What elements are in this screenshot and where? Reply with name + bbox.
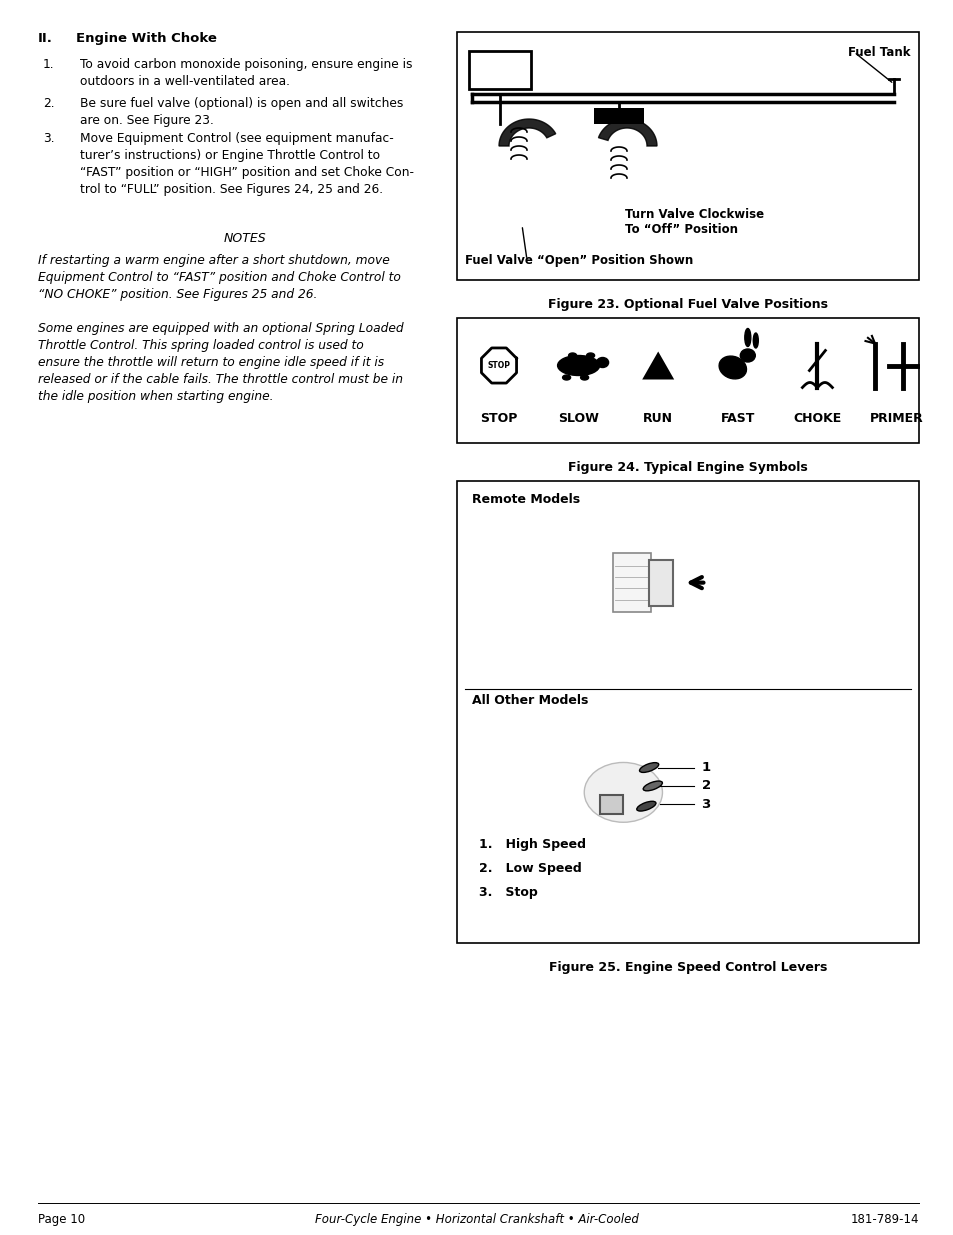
- Text: 1.   High Speed: 1. High Speed: [478, 839, 585, 851]
- Text: Page 10: Page 10: [38, 1213, 85, 1226]
- Text: If restarting a warm engine after a short shutdown, move
Equipment Control to “F: If restarting a warm engine after a shor…: [38, 254, 400, 301]
- Text: Move Equipment Control (see equipment manufac-
turer’s instructions) or Engine T: Move Equipment Control (see equipment ma…: [80, 132, 414, 196]
- Text: CHOKE: CHOKE: [793, 412, 841, 425]
- Ellipse shape: [562, 375, 570, 380]
- Ellipse shape: [719, 356, 745, 379]
- Bar: [594, 107, 643, 124]
- Text: STOP: STOP: [479, 412, 517, 425]
- Ellipse shape: [596, 357, 608, 368]
- Text: Fuel Tank: Fuel Tank: [847, 46, 910, 58]
- Bar: [456, 32, 918, 280]
- Ellipse shape: [740, 350, 755, 362]
- Polygon shape: [598, 119, 657, 146]
- Text: RUN: RUN: [642, 412, 673, 425]
- Ellipse shape: [580, 375, 588, 380]
- Text: 2.: 2.: [43, 98, 54, 110]
- Bar: [456, 480, 918, 944]
- Text: 3: 3: [700, 798, 710, 811]
- Text: Figure 24. Typical Engine Symbols: Figure 24. Typical Engine Symbols: [568, 461, 807, 474]
- Text: 3.   Stop: 3. Stop: [478, 885, 537, 899]
- Text: Remote Models: Remote Models: [472, 493, 579, 506]
- Text: Fuel Valve “Open” Position Shown: Fuel Valve “Open” Position Shown: [464, 253, 693, 267]
- Ellipse shape: [636, 802, 656, 811]
- Text: Engine With Choke: Engine With Choke: [76, 32, 216, 44]
- Bar: [612, 553, 650, 613]
- Text: 1.: 1.: [43, 58, 54, 70]
- Text: Be sure fuel valve (optional) is open and all switches
are on. See Figure 23.: Be sure fuel valve (optional) is open an…: [80, 98, 403, 127]
- Polygon shape: [641, 352, 674, 379]
- Text: Figure 23. Optional Fuel Valve Positions: Figure 23. Optional Fuel Valve Positions: [547, 298, 827, 311]
- Text: 3.: 3.: [43, 132, 54, 144]
- Ellipse shape: [744, 329, 750, 347]
- Text: Some engines are equipped with an optional Spring Loaded
Throttle Control. This : Some engines are equipped with an option…: [38, 322, 403, 403]
- Text: PRIMER: PRIMER: [869, 412, 923, 425]
- Text: FAST: FAST: [720, 412, 754, 425]
- Polygon shape: [498, 119, 556, 146]
- Bar: [649, 559, 673, 606]
- Ellipse shape: [586, 353, 594, 358]
- Text: 2.   Low Speed: 2. Low Speed: [478, 862, 581, 876]
- Text: To avoid carbon monoxide poisoning, ensure engine is
outdoors in a well-ventilat: To avoid carbon monoxide poisoning, ensu…: [80, 58, 412, 88]
- Text: 181-789-14: 181-789-14: [850, 1213, 918, 1226]
- Text: All Other Models: All Other Models: [472, 694, 588, 708]
- Text: Four-Cycle Engine • Horizontal Crankshaft • Air-Cooled: Four-Cycle Engine • Horizontal Crankshaf…: [314, 1213, 639, 1226]
- Ellipse shape: [753, 333, 758, 348]
- Ellipse shape: [583, 762, 661, 823]
- Bar: [599, 795, 622, 814]
- Ellipse shape: [568, 353, 576, 358]
- Ellipse shape: [639, 763, 658, 772]
- Text: 1: 1: [700, 761, 710, 774]
- Text: STOP: STOP: [487, 361, 510, 370]
- Text: Turn Valve Clockwise
To “Off” Position: Turn Valve Clockwise To “Off” Position: [624, 207, 763, 236]
- Bar: [469, 51, 531, 89]
- Text: 2: 2: [700, 779, 710, 793]
- Bar: [456, 317, 918, 443]
- Text: II.: II.: [38, 32, 52, 44]
- Text: Figure 25. Engine Speed Control Levers: Figure 25. Engine Speed Control Levers: [548, 961, 826, 974]
- Ellipse shape: [642, 781, 661, 790]
- Ellipse shape: [557, 356, 599, 375]
- Text: NOTES: NOTES: [223, 232, 266, 245]
- Text: SLOW: SLOW: [558, 412, 598, 425]
